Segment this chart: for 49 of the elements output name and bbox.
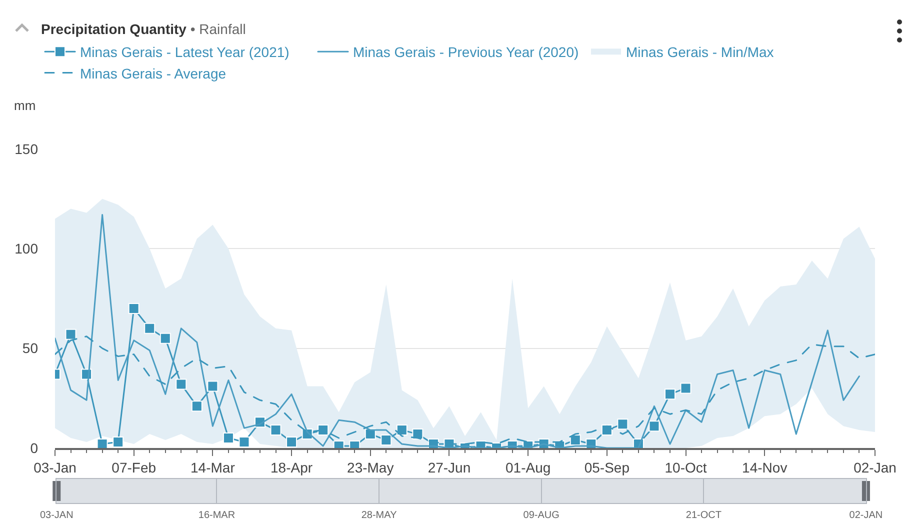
chart-subtitle: • Rainfall [190,20,246,37]
point [144,322,156,334]
x-tick-label: 14-Mar [190,460,236,476]
point [286,436,298,448]
y-tick-label: 0 [30,440,38,456]
x2-tick-label: 28-MAY [361,510,398,521]
point [128,302,140,314]
point [648,420,660,432]
legend-label: Minas Gerais - Min/Max [626,44,774,60]
x2-tick-label: 09-AUG [523,510,560,521]
x-tick-label: 14-Nov [742,460,788,476]
x-tick-label: 10-Oct [664,460,707,476]
point [207,380,218,392]
legend-label: Minas Gerais - Average [80,65,226,82]
x2-tick-label: 21-OCT [686,510,722,521]
chart-title: Precipitation Quantity [41,20,187,37]
point [380,434,392,446]
x-tick-label: 02-Jan [854,460,896,476]
point [664,388,676,400]
y-tick-label: 100 [14,240,38,257]
x-tick-label: 18-Apr [270,460,313,476]
x2-tick-label: 03-JAN [40,510,74,521]
point [65,328,76,340]
x-tick-label: 05-Sep [584,460,630,476]
legend-label: Minas Gerais - Latest Year (2021) [80,44,290,60]
point [238,436,250,448]
y-tick-label: 150 [14,140,38,157]
point [222,432,234,444]
point [270,424,282,436]
point [176,378,187,390]
legend-label: Minas Gerais - Previous Year (2020) [353,44,579,60]
y-axis-title: mm [14,98,36,113]
x-tick-label: 01-Aug [506,460,551,476]
x-tick-label: 23-May [347,460,394,476]
x-tick-label: 03-Jan [34,460,76,476]
point [112,436,124,448]
point [96,438,108,448]
x-tick-label: 07-Feb [112,460,156,476]
y-tick-label: 50 [22,340,38,356]
point [160,332,171,344]
point [396,424,408,436]
point [617,418,628,430]
point [680,382,692,394]
x2-tick-label: 16-MAR [198,510,236,521]
x2-tick-label: 02-JAN [849,510,883,521]
point [318,424,329,436]
point [570,434,581,446]
x-tick-label: 27-Jun [428,460,471,476]
point [191,400,202,412]
